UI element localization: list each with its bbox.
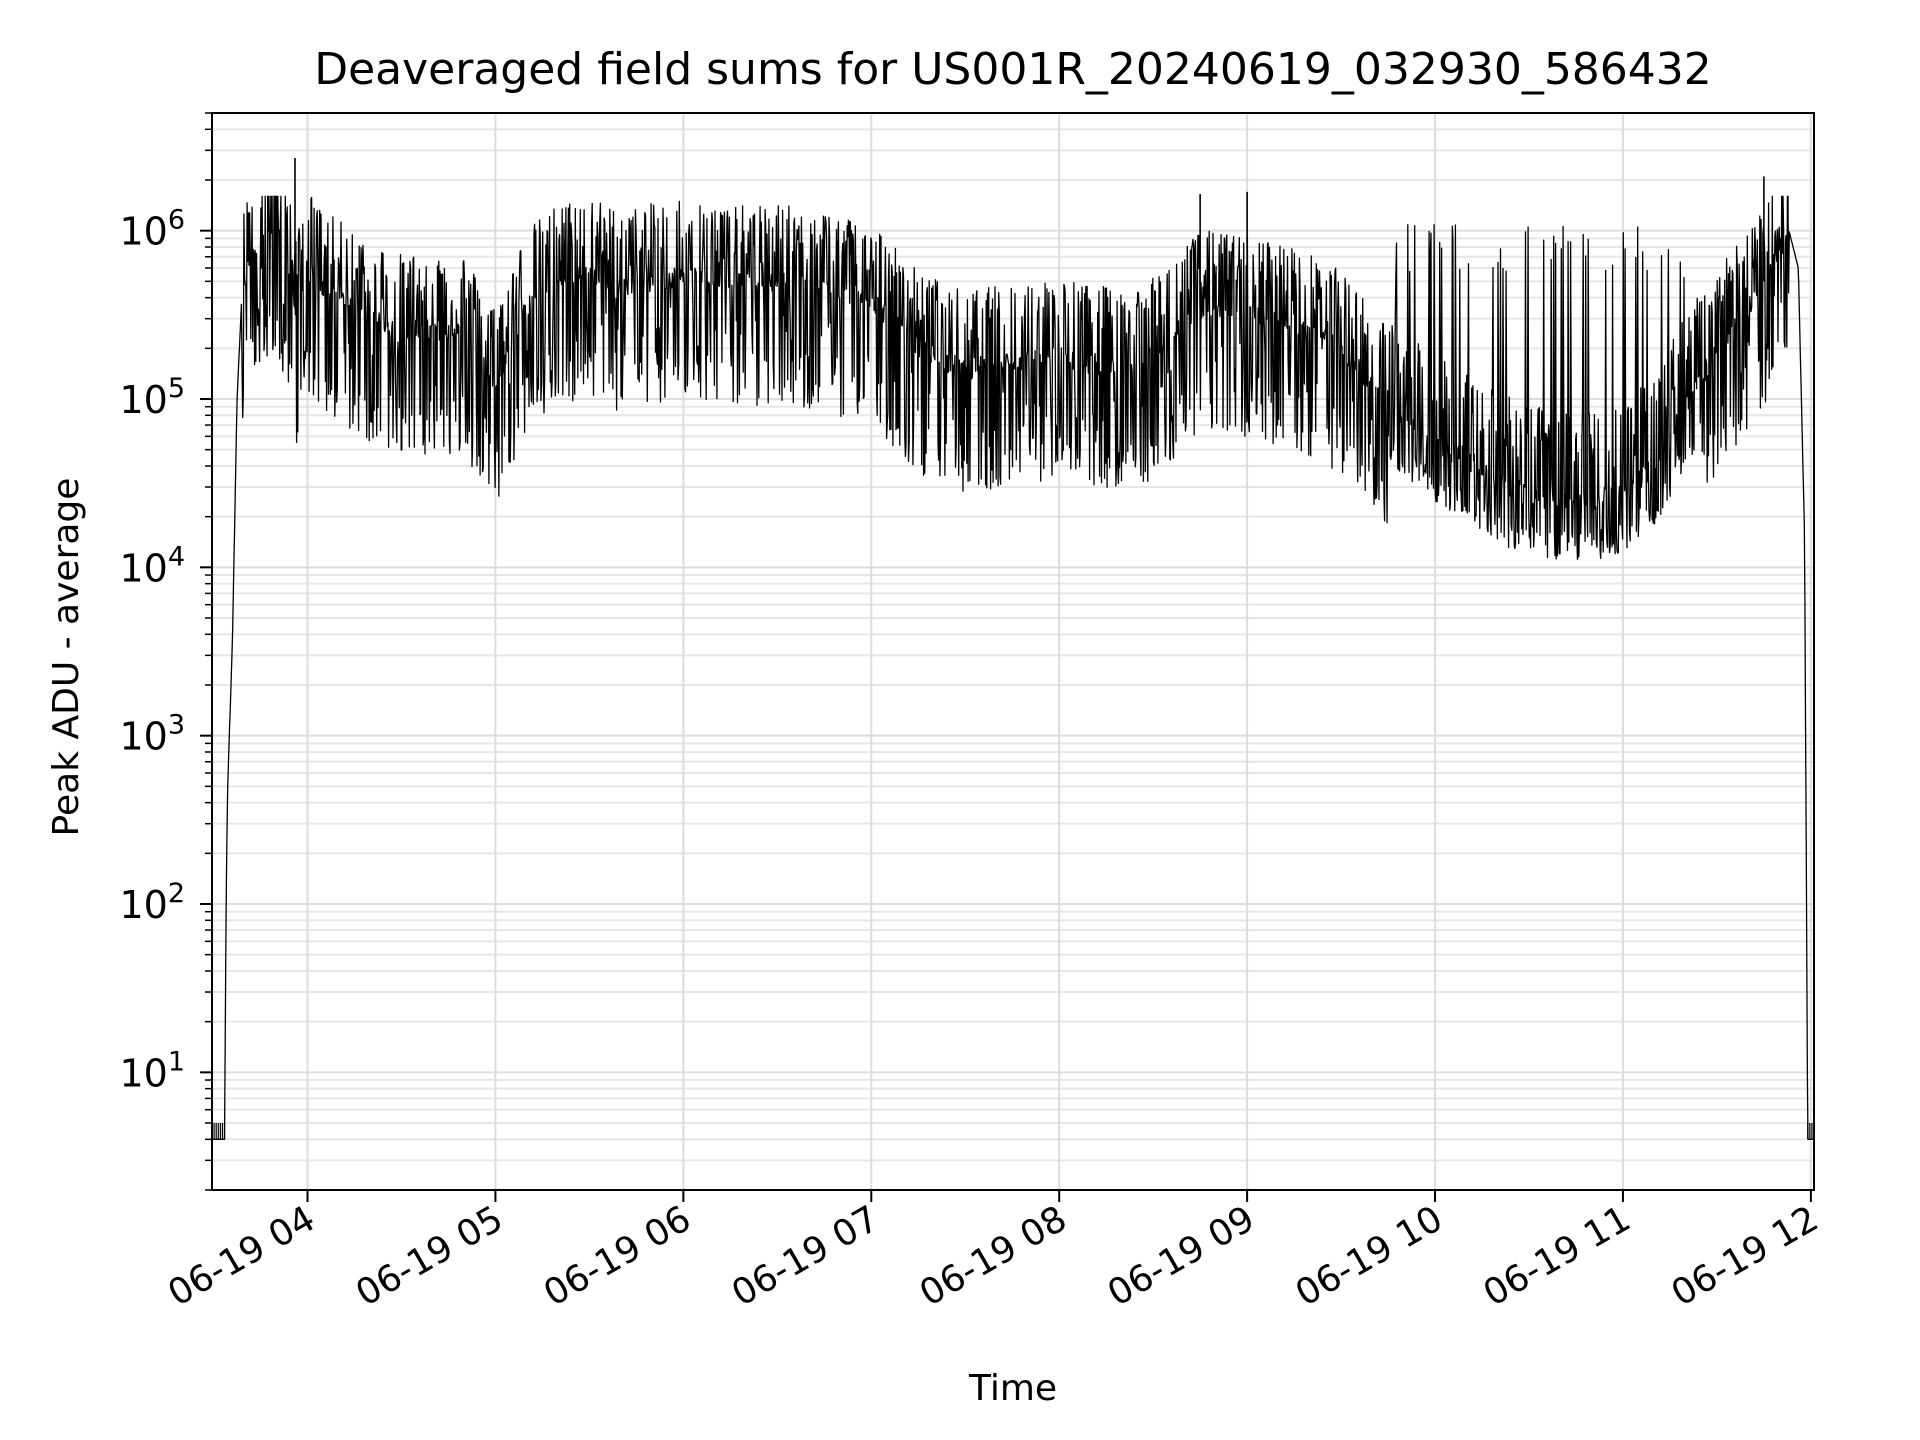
y-tick-label: 101 <box>119 1046 185 1095</box>
y-tick-label-base: 10 <box>119 546 167 590</box>
y-tick-label: 106 <box>119 205 185 254</box>
chart-title: Deaveraged field sums for US001R_2024061… <box>314 44 1712 95</box>
y-tick-label: 103 <box>119 710 185 759</box>
y-tick-label-exponent: 5 <box>168 373 185 404</box>
plot-frame <box>211 112 1815 1191</box>
y-tick-label-base: 10 <box>119 210 167 254</box>
series-line <box>211 195 1814 1140</box>
y-tick-label: 102 <box>119 878 185 927</box>
x-axis-label: Time <box>968 1368 1057 1409</box>
y-tick-label: 105 <box>119 373 185 422</box>
y-tick-label-exponent: 2 <box>168 878 185 909</box>
y-tick-label-base: 10 <box>119 378 167 422</box>
data-series <box>211 158 1815 1140</box>
y-tick-label: 104 <box>119 541 185 590</box>
y-tick-label-exponent: 1 <box>168 1046 185 1077</box>
y-tick-label-exponent: 3 <box>168 710 185 741</box>
y-tick-label-exponent: 4 <box>168 541 185 572</box>
y-tick-label-base: 10 <box>119 715 167 759</box>
y-tick-label-base: 10 <box>119 1051 167 1095</box>
y-axis-label: Peak ADU - average <box>46 478 87 837</box>
y-tick-label-base: 10 <box>119 883 167 927</box>
y-tick-label-exponent: 6 <box>168 205 185 236</box>
